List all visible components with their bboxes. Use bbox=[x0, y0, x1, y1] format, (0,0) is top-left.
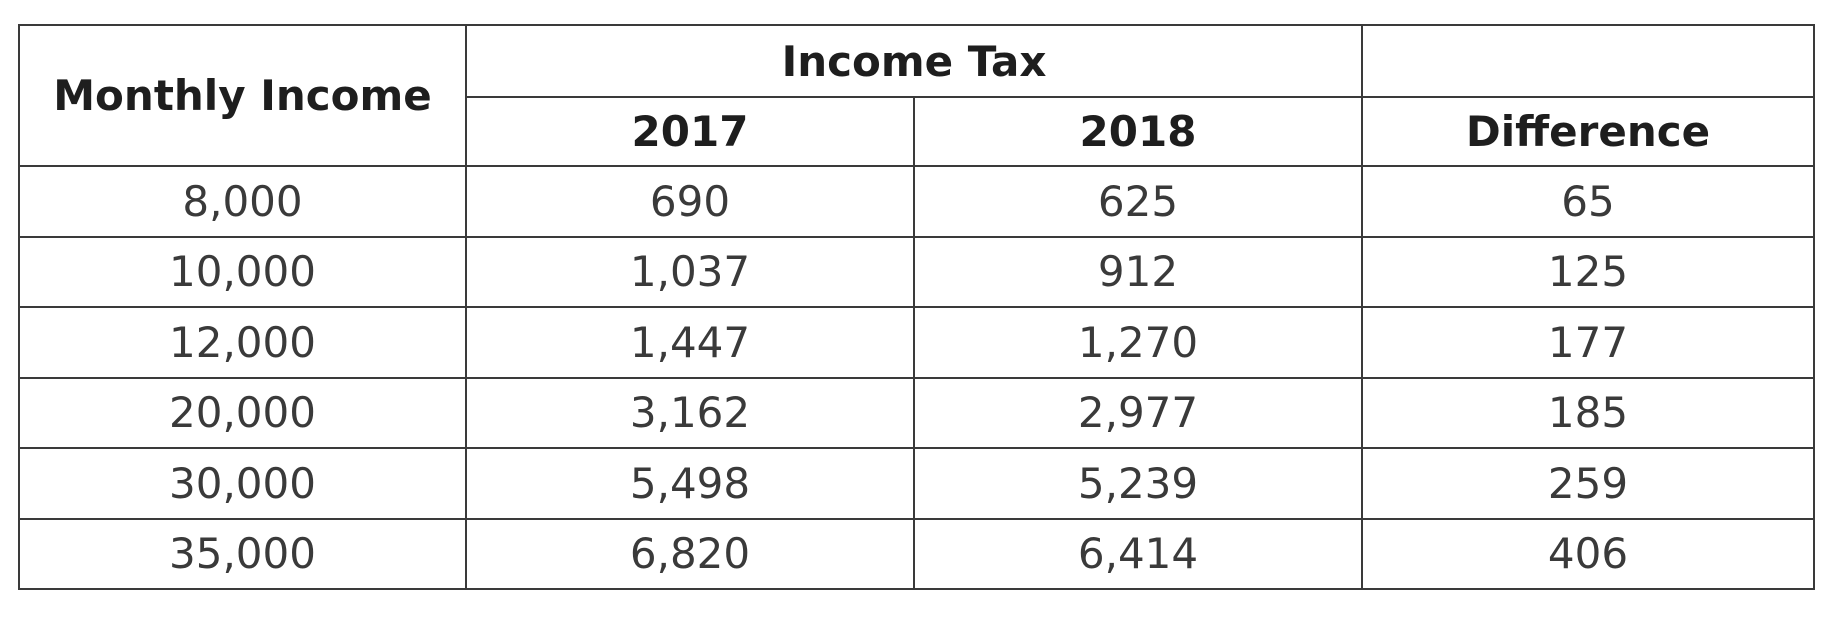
header-row-2: 2017 2018 Difference bbox=[19, 96, 1816, 167]
tax-2018-cell: 625 bbox=[912, 165, 1364, 238]
difference-cell: 259 bbox=[1361, 447, 1816, 520]
blank-header-cell bbox=[1361, 24, 1816, 98]
monthly-income-cell: 30,000 bbox=[18, 447, 467, 520]
monthly-income-cell: 35,000 bbox=[18, 517, 467, 590]
tax-2018-cell: 5,239 bbox=[912, 447, 1364, 520]
table-row: 8,000 690 625 65 bbox=[18, 165, 1816, 238]
table-row: 30,000 5,498 5,239 259 bbox=[18, 447, 1816, 520]
table-row: 12,000 1,447 1,270 177 bbox=[18, 306, 1816, 379]
header-row-1: Monthly Income Income Tax bbox=[18, 24, 1816, 167]
difference-header: Difference bbox=[1361, 96, 1816, 167]
income-tax-table: Monthly Income Income Tax 2017 2018 Diff… bbox=[18, 24, 1816, 590]
monthly-income-cell: 20,000 bbox=[18, 376, 467, 449]
tax-2017-cell: 3,162 bbox=[465, 376, 915, 449]
difference-cell: 406 bbox=[1361, 517, 1816, 590]
monthly-income-cell: 12,000 bbox=[18, 306, 467, 379]
monthly-income-cell: 10,000 bbox=[18, 235, 467, 308]
difference-cell: 125 bbox=[1361, 235, 1816, 308]
income-tax-group-header: Income Tax bbox=[464, 24, 1364, 98]
tax-2018-cell: 912 bbox=[912, 235, 1364, 308]
tax-2017-cell: 690 bbox=[465, 165, 915, 238]
table-row: 20,000 3,162 2,977 185 bbox=[18, 376, 1816, 449]
table-row: 10,000 1,037 912 125 bbox=[18, 235, 1816, 308]
income-tax-table-container: Monthly Income Income Tax 2017 2018 Diff… bbox=[18, 24, 1816, 590]
tax-2018-cell: 1,270 bbox=[912, 306, 1364, 379]
tax-2017-cell: 1,447 bbox=[465, 306, 915, 379]
table-row: 35,000 6,820 6,414 406 bbox=[18, 517, 1816, 590]
difference-cell: 185 bbox=[1361, 376, 1816, 449]
difference-cell: 177 bbox=[1361, 306, 1816, 379]
monthly-income-cell: 8,000 bbox=[18, 165, 467, 238]
monthly-income-header: Monthly Income bbox=[18, 24, 467, 167]
tax-2018-cell: 6,414 bbox=[912, 517, 1364, 590]
tax-2018-cell: 2,977 bbox=[912, 376, 1364, 449]
year-2017-header: 2017 bbox=[465, 96, 915, 167]
tax-2017-cell: 5,498 bbox=[465, 447, 915, 520]
tax-2017-cell: 1,037 bbox=[465, 235, 915, 308]
tax-2017-cell: 6,820 bbox=[465, 517, 915, 590]
difference-cell: 65 bbox=[1361, 165, 1816, 238]
year-2018-header: 2018 bbox=[912, 96, 1364, 167]
